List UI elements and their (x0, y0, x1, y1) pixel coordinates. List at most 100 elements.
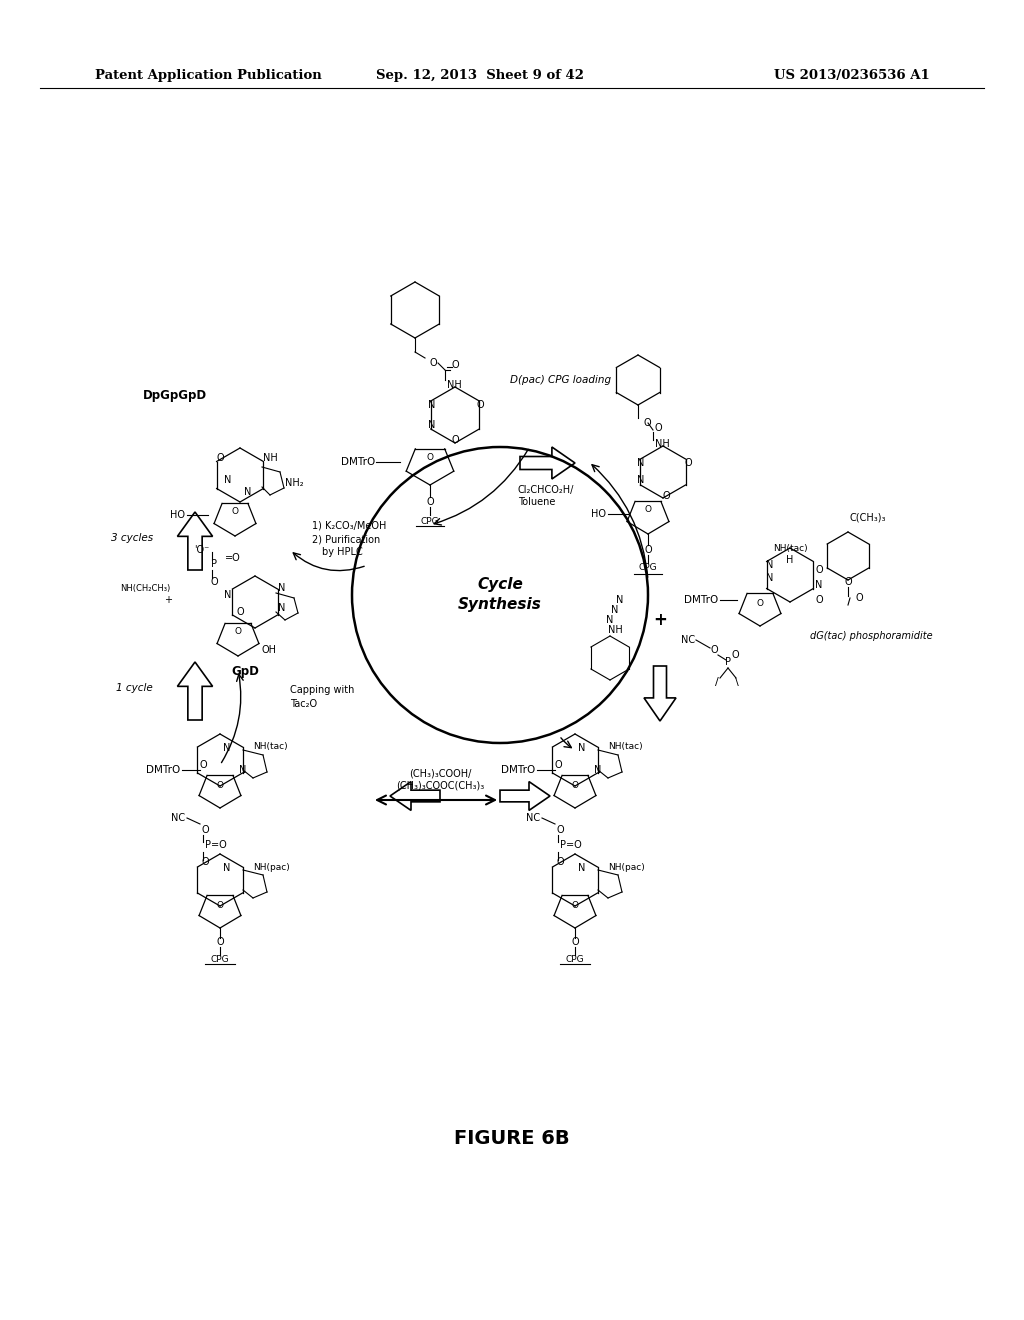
Text: NH₂: NH₂ (285, 478, 304, 488)
Text: 2) Purification: 2) Purification (312, 535, 380, 545)
Text: O: O (426, 498, 434, 507)
Text: O: O (452, 360, 459, 370)
Text: O: O (200, 760, 207, 770)
Text: NH(CH₂CH₃): NH(CH₂CH₃) (120, 583, 170, 593)
Text: OH: OH (262, 645, 278, 655)
Text: N: N (428, 400, 435, 411)
Text: DpGpGpD: DpGpGpD (143, 388, 207, 401)
Text: NH: NH (262, 453, 278, 463)
Text: O: O (844, 577, 852, 587)
Text: O: O (427, 454, 433, 462)
Text: N: N (616, 595, 624, 605)
Text: O: O (201, 825, 209, 836)
Text: \: \ (735, 677, 739, 686)
Text: N: N (606, 615, 613, 624)
Text: O: O (429, 358, 437, 368)
Text: O: O (684, 458, 692, 469)
Text: NC: NC (526, 813, 540, 822)
Text: Synthesis: Synthesis (458, 598, 542, 612)
Text: NH: NH (607, 624, 623, 635)
Text: N: N (224, 475, 231, 484)
Text: 1 cycle: 1 cycle (117, 682, 153, 693)
Text: O: O (571, 780, 579, 789)
Text: N: N (224, 590, 231, 601)
Text: /: / (715, 677, 719, 686)
Text: (CH₃)₃COOC(CH₃)₃: (CH₃)₃COOC(CH₃)₃ (396, 781, 484, 791)
Text: O: O (554, 760, 562, 770)
Text: 3 cycles: 3 cycles (111, 533, 153, 543)
Text: O: O (216, 900, 223, 909)
Text: P=O: P=O (205, 840, 226, 850)
Text: C(CH₃)₃: C(CH₃)₃ (850, 513, 887, 523)
Text: DMTrO: DMTrO (684, 595, 718, 605)
Text: P: P (211, 558, 217, 569)
Text: O: O (643, 418, 650, 428)
Text: N: N (637, 458, 645, 469)
Text: Cl₂CHCO₂H/: Cl₂CHCO₂H/ (518, 484, 574, 495)
Text: O: O (731, 649, 738, 660)
Text: NH(tac): NH(tac) (773, 544, 807, 553)
Text: 1) K₂CO₃/MeOH: 1) K₂CO₃/MeOH (312, 520, 386, 531)
Text: NC: NC (171, 813, 185, 822)
Text: O: O (210, 577, 218, 587)
Text: +: + (164, 595, 172, 605)
Text: N: N (428, 420, 435, 430)
Text: O: O (452, 436, 459, 445)
Text: N: N (594, 766, 602, 775)
Text: O: O (855, 593, 862, 603)
Text: O: O (216, 453, 224, 463)
Text: O: O (234, 627, 242, 636)
Text: dG(tac) phosphoramidite: dG(tac) phosphoramidite (810, 631, 933, 642)
Text: NH: NH (447, 380, 462, 389)
Text: N: N (815, 579, 822, 590)
Text: O: O (663, 491, 670, 502)
Text: O: O (216, 780, 223, 789)
Text: NH(tac): NH(tac) (253, 742, 288, 751)
Text: D(pac) CPG loading: D(pac) CPG loading (510, 375, 611, 385)
Text: DMTrO: DMTrO (501, 766, 535, 775)
Text: N: N (245, 487, 252, 498)
Text: O: O (757, 598, 764, 607)
Text: N: N (279, 603, 286, 612)
Text: N: N (223, 743, 230, 752)
Text: O: O (556, 857, 564, 867)
Text: O: O (654, 422, 662, 433)
Text: N: N (766, 573, 774, 583)
Text: Tac₂O: Tac₂O (290, 700, 317, 709)
Text: 'O⁻: 'O⁻ (195, 545, 210, 554)
Text: CPG: CPG (421, 516, 439, 525)
Text: Toluene: Toluene (518, 498, 555, 507)
Text: DMTrO: DMTrO (145, 766, 180, 775)
Text: O: O (644, 545, 652, 554)
Text: (CH₃)₃COOH/: (CH₃)₃COOH/ (409, 770, 471, 779)
Text: N: N (579, 743, 586, 752)
Text: CPG: CPG (639, 564, 657, 573)
Text: O: O (231, 507, 239, 516)
Text: O: O (201, 857, 209, 867)
Text: O: O (571, 937, 579, 946)
Text: N: N (766, 560, 774, 570)
Text: HO: HO (591, 510, 606, 519)
Text: N: N (611, 605, 618, 615)
Text: N: N (637, 475, 645, 484)
Text: Capping with: Capping with (290, 685, 354, 696)
Text: US 2013/0236536 A1: US 2013/0236536 A1 (774, 70, 930, 82)
Text: Patent Application Publication: Patent Application Publication (95, 70, 322, 82)
Text: N: N (279, 583, 286, 593)
Text: GpD: GpD (231, 665, 259, 678)
Text: O: O (237, 607, 244, 616)
Text: NH(pac): NH(pac) (608, 863, 645, 873)
Text: O: O (556, 825, 564, 836)
Text: Sep. 12, 2013  Sheet 9 of 42: Sep. 12, 2013 Sheet 9 of 42 (376, 70, 584, 82)
Text: FIGURE 6B: FIGURE 6B (455, 1129, 569, 1147)
Text: +: + (653, 611, 667, 630)
Text: O: O (711, 645, 718, 655)
Text: O: O (476, 400, 483, 411)
Text: N: N (579, 863, 586, 873)
Text: Cycle: Cycle (477, 578, 523, 593)
Text: CPG: CPG (211, 954, 229, 964)
Text: CPG: CPG (565, 954, 585, 964)
Text: N: N (223, 863, 230, 873)
Text: P=O: P=O (560, 840, 582, 850)
Text: N: N (240, 766, 247, 775)
